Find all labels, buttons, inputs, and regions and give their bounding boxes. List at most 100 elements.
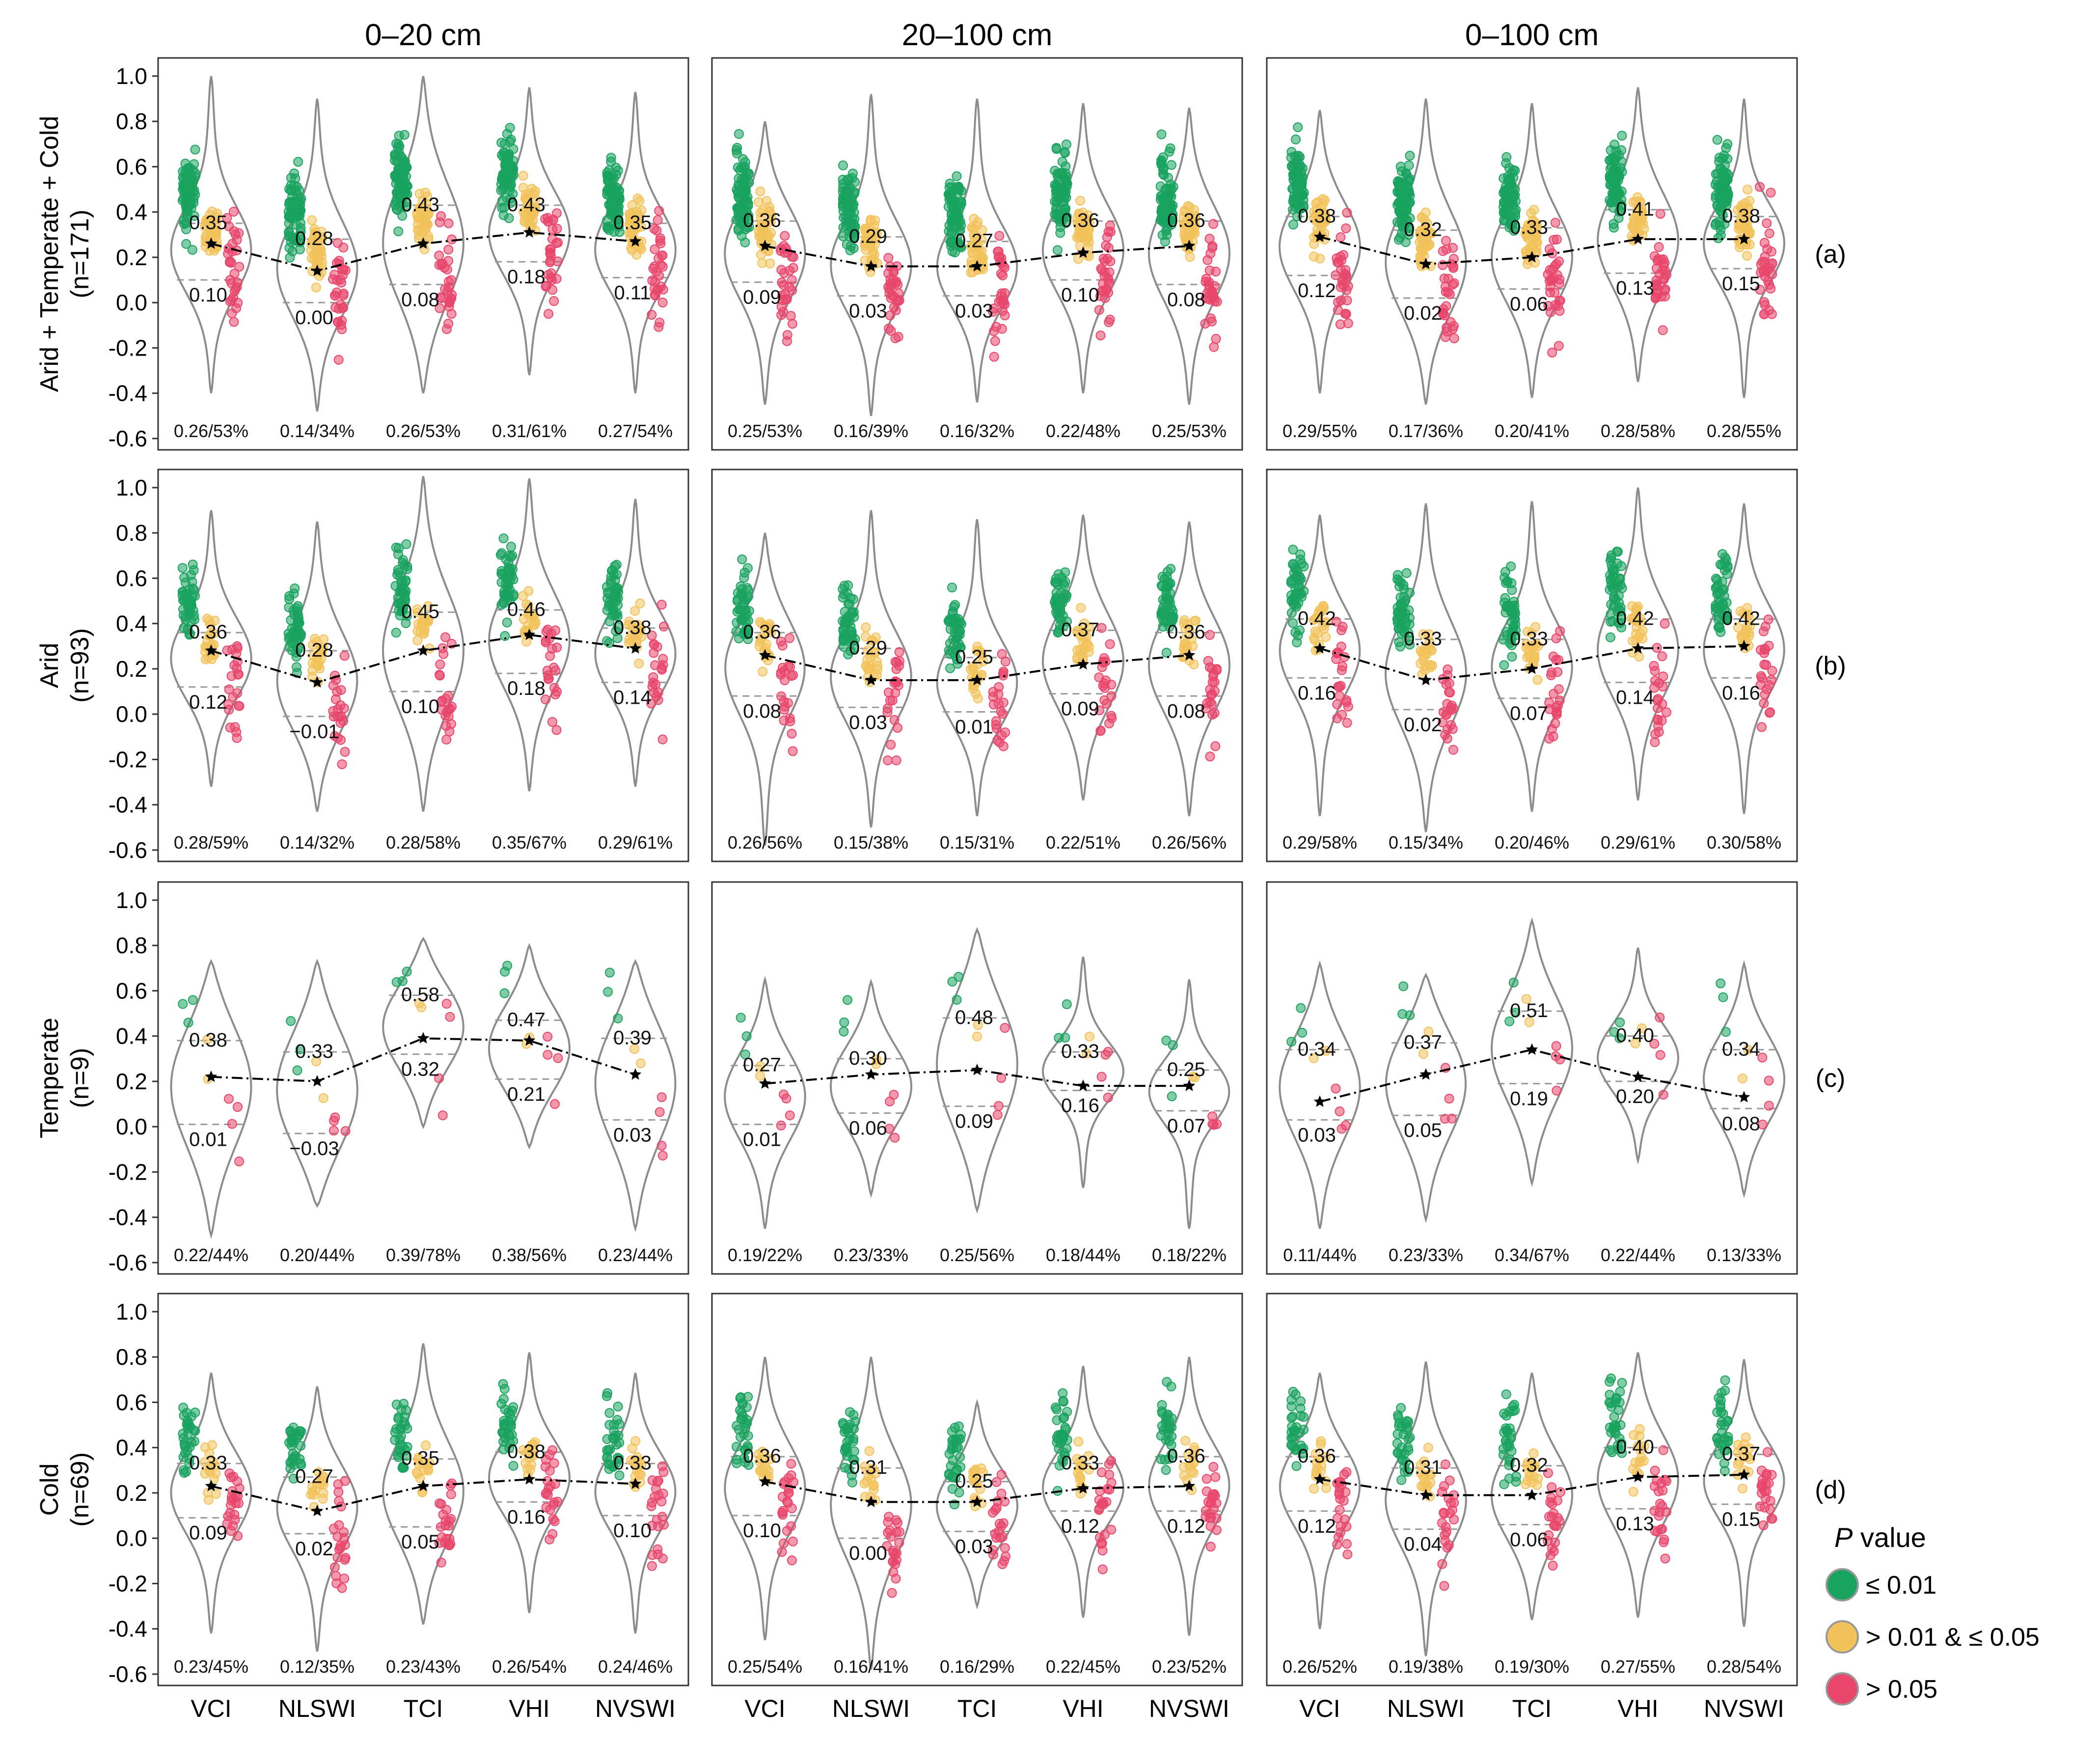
point-nonsig <box>789 1477 799 1487</box>
point-sig-001 <box>1286 1433 1297 1443</box>
mean-summary-label: 0.26/56% <box>728 832 802 853</box>
point-sig-005 <box>754 197 764 207</box>
row-label-line2: (n=171) <box>66 210 94 299</box>
lower-quartile-label: 0.09 <box>189 1522 227 1544</box>
point-nonsig <box>891 278 901 288</box>
point-nonsig <box>659 621 669 632</box>
y-tick-label: -0.2 <box>109 335 147 360</box>
y-tick-label: 1.0 <box>116 63 147 89</box>
upper-quartile-label: 0.36 <box>1061 210 1099 231</box>
mean-summary-label: 0.17/36% <box>1389 421 1463 441</box>
row-labels: Arid + Temperate + Cold (n=171) (a)Arid (n=… <box>35 116 1846 1527</box>
lower-quartile-label: −0.01 <box>289 721 339 743</box>
lower-quartile-label: 0.07 <box>1510 703 1548 724</box>
y-tick-label: 0.8 <box>116 109 147 134</box>
point-sig-005 <box>863 664 873 674</box>
point-sig-005 <box>413 225 423 235</box>
point-sig-001 <box>1712 176 1722 187</box>
violin-group-VCI: 0.380.010.22/44% <box>170 959 252 1265</box>
point-sig-001 <box>1716 559 1725 570</box>
point-nonsig <box>1766 283 1776 294</box>
y-tick-label: 0.8 <box>116 933 147 958</box>
mean-star-marker <box>1526 1043 1538 1055</box>
point-sig-001 <box>1499 660 1509 670</box>
upper-quartile-label: 0.38 <box>1722 205 1760 227</box>
point-sig-001 <box>189 565 199 575</box>
point-sig-001 <box>1286 1037 1297 1047</box>
point-nonsig <box>226 671 237 681</box>
point-sig-001 <box>1609 222 1619 233</box>
point-nonsig <box>229 226 239 236</box>
y-tick-label: 0.4 <box>116 1435 147 1461</box>
y-tick-label: -0.2 <box>109 746 147 772</box>
point-nonsig <box>988 699 999 710</box>
point-nonsig <box>888 1556 898 1567</box>
point-nonsig <box>441 707 452 717</box>
point-sig-001 <box>391 977 402 987</box>
point-sig-001 <box>1052 1415 1062 1425</box>
lower-quartile-label: 0.03 <box>955 300 993 322</box>
point-nonsig <box>441 998 452 1009</box>
y-tick-label: -0.4 <box>109 381 147 406</box>
point-nonsig <box>549 296 559 306</box>
point-sig-005 <box>1074 232 1084 242</box>
lower-quartile-label: 0.12 <box>1061 1516 1099 1537</box>
point-sig-005 <box>634 196 645 206</box>
y-tick-label: 0.8 <box>116 520 147 546</box>
point-nonsig <box>335 300 346 310</box>
point-sig-005 <box>1179 644 1189 654</box>
point-sig-001 <box>1507 652 1517 662</box>
point-sig-001 <box>288 1448 298 1459</box>
point-sig-001 <box>190 144 200 155</box>
upper-quartile-label: 0.28 <box>295 639 333 661</box>
point-nonsig <box>332 1552 343 1563</box>
chart-panels: 1.00.80.60.40.20.0-0.2-0.4-0.60.350.100.… <box>109 57 1798 1687</box>
point-sig-001 <box>613 1013 623 1023</box>
point-sig-005 <box>200 1442 210 1453</box>
point-nonsig <box>997 1559 1008 1570</box>
point-nonsig <box>436 1557 446 1568</box>
mean-summary-label: 0.28/59% <box>174 832 248 853</box>
point-sig-001 <box>496 548 507 558</box>
point-nonsig <box>992 1110 1003 1120</box>
point-nonsig <box>440 284 450 294</box>
point-sig-001 <box>605 203 616 213</box>
column-title-2: 0–100 cm <box>1465 18 1599 52</box>
upper-quartile-label: 0.36 <box>189 621 227 643</box>
lower-quartile-label: 0.11 <box>614 282 651 304</box>
point-sig-001 <box>736 1013 746 1023</box>
mean-summary-label: 0.39/78% <box>386 1245 461 1265</box>
panel-r3-c1: 0.360.100.25/54%0.310.000.16/41%0.250.03… <box>711 1293 1243 1686</box>
upper-quartile-label: 0.35 <box>189 212 227 234</box>
point-sig-001 <box>1052 1404 1062 1414</box>
point-sig-001 <box>1392 177 1403 187</box>
mean-summary-label: 0.23/43% <box>386 1656 461 1677</box>
mean-summary-label: 0.22/44% <box>1601 1245 1675 1265</box>
point-sig-005 <box>525 1464 536 1475</box>
point-nonsig <box>1331 1083 1341 1094</box>
violin-group-TCI: 0.330.060.20/41% <box>1491 103 1573 441</box>
mean-summary-label: 0.31/61% <box>492 421 567 441</box>
upper-quartile-label: 0.45 <box>401 601 439 623</box>
point-nonsig <box>782 336 792 346</box>
y-axis-ticks: 1.00.80.60.40.20.0-0.2-0.4-0.6 <box>109 63 158 451</box>
point-nonsig <box>991 322 1001 332</box>
point-nonsig <box>339 651 350 661</box>
point-sig-005 <box>525 203 535 213</box>
point-sig-001 <box>1061 161 1071 171</box>
point-sig-001 <box>1606 575 1616 585</box>
point-nonsig <box>1335 1505 1345 1515</box>
y-tick-label: 0.6 <box>116 565 147 591</box>
violin-group-NLSWI: 0.300.060.23/33% <box>830 978 912 1265</box>
point-nonsig <box>1662 270 1672 280</box>
point-nonsig <box>888 1548 899 1558</box>
point-sig-001 <box>848 607 859 617</box>
point-nonsig <box>1448 745 1458 755</box>
point-sig-001 <box>1291 134 1301 144</box>
y-tick-label: -0.6 <box>109 837 147 863</box>
point-sig-005 <box>310 1486 320 1496</box>
point-sig-001 <box>1394 581 1405 592</box>
point-nonsig <box>1100 683 1110 693</box>
lower-quartile-label: 0.06 <box>1510 293 1548 315</box>
panel-frame <box>157 57 689 451</box>
